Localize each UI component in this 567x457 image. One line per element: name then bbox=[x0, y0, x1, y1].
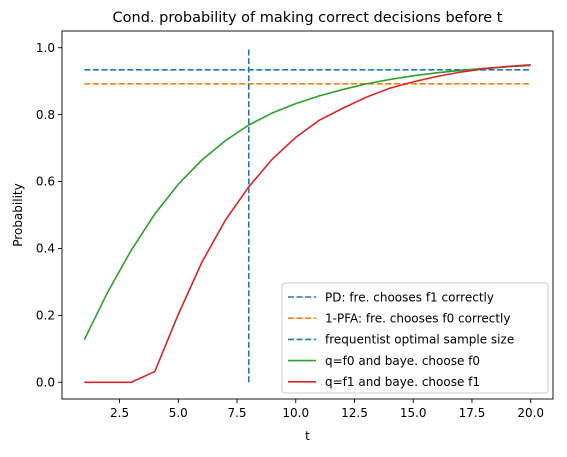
plot-lines bbox=[83, 47, 531, 384]
y-tick-label: 0.6 bbox=[36, 175, 55, 189]
x-tick-label: 12.5 bbox=[341, 406, 368, 420]
x-tick-label: 7.5 bbox=[227, 406, 246, 420]
x-axis-label: t bbox=[305, 429, 310, 443]
x-tick-label: 10.0 bbox=[282, 406, 309, 420]
legend-box bbox=[281, 282, 549, 394]
x-tick-label: 5.0 bbox=[169, 406, 188, 420]
y-tick-label: 1.0 bbox=[36, 41, 55, 55]
y-tick-label: 0.2 bbox=[36, 309, 55, 323]
x-axis: 2.5 5.0 7.5 10.0 12.5 15.0 17.5 20.0 bbox=[110, 399, 544, 420]
x-tick-label: 20.0 bbox=[517, 406, 544, 420]
plot-frame bbox=[61, 30, 554, 400]
legend-label: q=f1 and baye. choose f1 bbox=[325, 375, 480, 389]
y-tick-label: 0.8 bbox=[36, 108, 55, 122]
chart-title: Cond. probability of making correct deci… bbox=[113, 10, 503, 26]
legend-label: PD: fre. chooses f1 correctly bbox=[325, 290, 494, 304]
series-line-q-f0-and-baye-choose-f0 bbox=[83, 64, 531, 341]
legend: PD: fre. chooses f1 correctly 1-PFA: fre.… bbox=[281, 282, 549, 394]
y-tick-label: 0.0 bbox=[36, 375, 55, 389]
x-tick-label: 15.0 bbox=[400, 406, 427, 420]
x-tick-label: 17.5 bbox=[459, 406, 486, 420]
series-line-q-f1-and-baye-choose-f1 bbox=[84, 63, 531, 384]
legend-label: frequentist optimal sample size bbox=[325, 333, 514, 347]
y-axis-label: Probability bbox=[11, 183, 25, 246]
x-tick-label: 2.5 bbox=[110, 406, 129, 420]
legend-label: q=f0 and baye. choose f0 bbox=[325, 354, 480, 368]
y-tick-label: 0.4 bbox=[36, 242, 55, 256]
y-axis: 0.0 0.2 0.4 0.6 0.8 1.0 bbox=[36, 41, 62, 389]
legend-label: 1-PFA: fre. chooses f0 correctly bbox=[325, 312, 510, 326]
